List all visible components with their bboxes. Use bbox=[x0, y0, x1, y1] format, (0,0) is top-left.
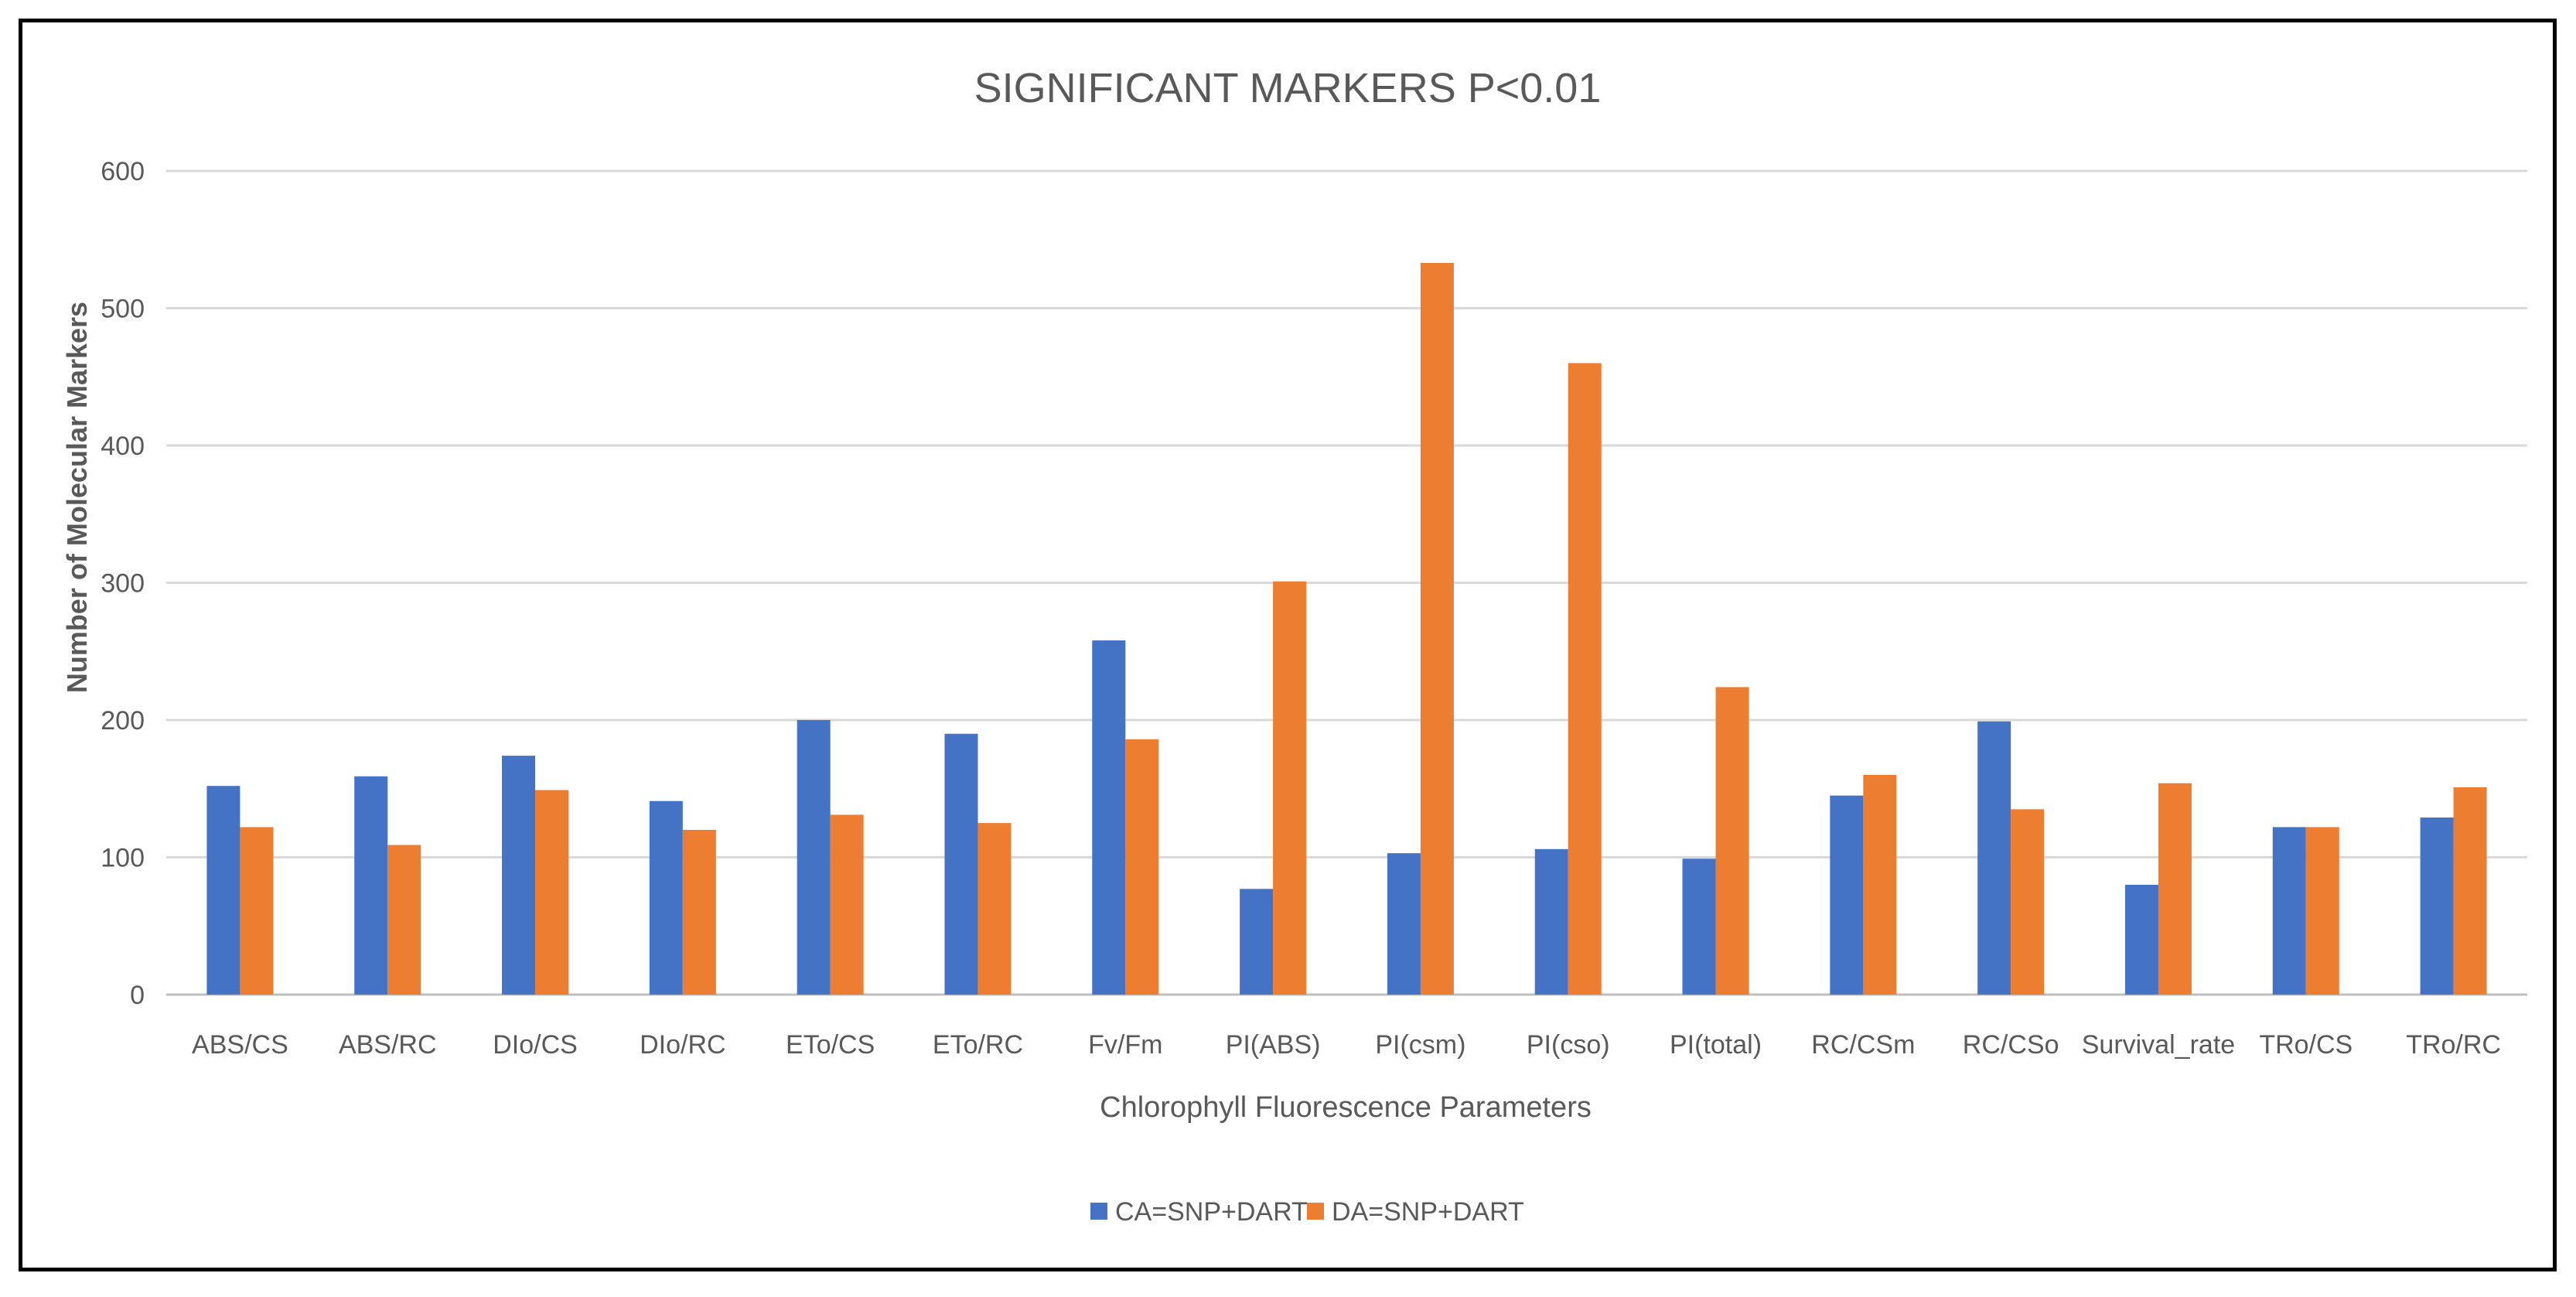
x-tick-label: PI(ABS) bbox=[1226, 1030, 1321, 1060]
y-tick-label: 200 bbox=[101, 706, 145, 736]
y-tick-label: 500 bbox=[101, 295, 145, 324]
bar-da bbox=[2158, 783, 2192, 995]
bars bbox=[206, 262, 2487, 995]
x-tick-label: RC/CSo bbox=[1963, 1030, 2059, 1060]
legend-swatch bbox=[1307, 1203, 1324, 1220]
legend: CA=SNP+DART DA=SNP+DART bbox=[1090, 1197, 1524, 1227]
x-axis-ticks: ABS/CS ABS/RC DIo/CS DIo/RC ETo/CS ETo/RC Fv/F… bbox=[192, 1030, 2501, 1060]
bar-da bbox=[1273, 581, 1307, 995]
y-axis-title: Number of Molecular Markers bbox=[61, 302, 93, 693]
bar-da bbox=[2453, 787, 2487, 995]
legend-swatch bbox=[1090, 1203, 1107, 1220]
bar-da bbox=[2305, 827, 2339, 995]
y-axis-ticks: 0 100 200 300 400 500 600 bbox=[101, 157, 145, 1010]
legend-label: CA=SNP+DART bbox=[1115, 1197, 1308, 1227]
bar-da bbox=[2011, 809, 2045, 995]
y-tick-label: 100 bbox=[101, 844, 145, 873]
chart-title: SIGNIFICANT MARKERS P<0.01 bbox=[974, 65, 1602, 111]
bar-ca bbox=[1682, 858, 1716, 995]
bar-da bbox=[682, 830, 716, 995]
x-tick-label: TRo/CS bbox=[2259, 1030, 2353, 1060]
bar-ca bbox=[1387, 853, 1421, 995]
bar-ca bbox=[1092, 640, 1126, 995]
bar-ca bbox=[797, 720, 831, 995]
bar-ca bbox=[1977, 721, 2011, 995]
bar-ca bbox=[2272, 827, 2306, 995]
x-tick-label: TRo/RC bbox=[2406, 1030, 2501, 1060]
bar-da bbox=[387, 845, 421, 995]
x-axis-title: Chlorophyll Fluorescence Parameters bbox=[1100, 1091, 1592, 1124]
bar-ca bbox=[2420, 817, 2454, 995]
x-tick-label: PI(total) bbox=[1670, 1030, 1762, 1060]
bar-ca bbox=[944, 733, 978, 995]
bar-ca bbox=[354, 776, 388, 995]
bar-ca bbox=[502, 756, 536, 995]
bar-da bbox=[535, 790, 569, 995]
bar-da bbox=[830, 814, 864, 995]
x-tick-label: ABS/RC bbox=[339, 1030, 437, 1060]
x-tick-label: DIo/RC bbox=[640, 1030, 725, 1060]
bar-ca bbox=[2124, 885, 2158, 995]
x-tick-label: DIo/CS bbox=[493, 1030, 578, 1060]
bar-ca bbox=[1240, 889, 1274, 995]
bar-ca bbox=[649, 800, 683, 995]
bar-ca bbox=[1534, 848, 1568, 995]
bar-da bbox=[1125, 739, 1159, 995]
y-tick-label: 400 bbox=[101, 432, 145, 461]
bar-da bbox=[978, 823, 1012, 995]
bar-da bbox=[1568, 363, 1602, 995]
y-tick-label: 0 bbox=[130, 981, 145, 1010]
x-tick-label: ETo/CS bbox=[786, 1030, 875, 1060]
bar-da bbox=[1863, 775, 1897, 995]
x-tick-label: Fv/Fm bbox=[1088, 1030, 1162, 1060]
y-tick-label: 300 bbox=[101, 569, 145, 599]
x-tick-label: RC/CSm bbox=[1811, 1030, 1915, 1060]
bar-ca bbox=[206, 786, 241, 995]
bar-da bbox=[1420, 262, 1454, 995]
bar-ca bbox=[1830, 795, 1864, 995]
x-tick-label: PI(cso) bbox=[1527, 1030, 1610, 1060]
x-tick-label: PI(csm) bbox=[1375, 1030, 1465, 1060]
x-tick-label: ABS/CS bbox=[192, 1030, 288, 1060]
x-tick-label: Survival_rate bbox=[2082, 1030, 2235, 1060]
bar-da bbox=[1715, 687, 1749, 995]
x-tick-label: ETo/RC bbox=[933, 1030, 1023, 1060]
y-tick-label: 600 bbox=[101, 157, 145, 186]
legend-label: DA=SNP+DART bbox=[1332, 1197, 1524, 1227]
bar-da bbox=[240, 827, 274, 995]
